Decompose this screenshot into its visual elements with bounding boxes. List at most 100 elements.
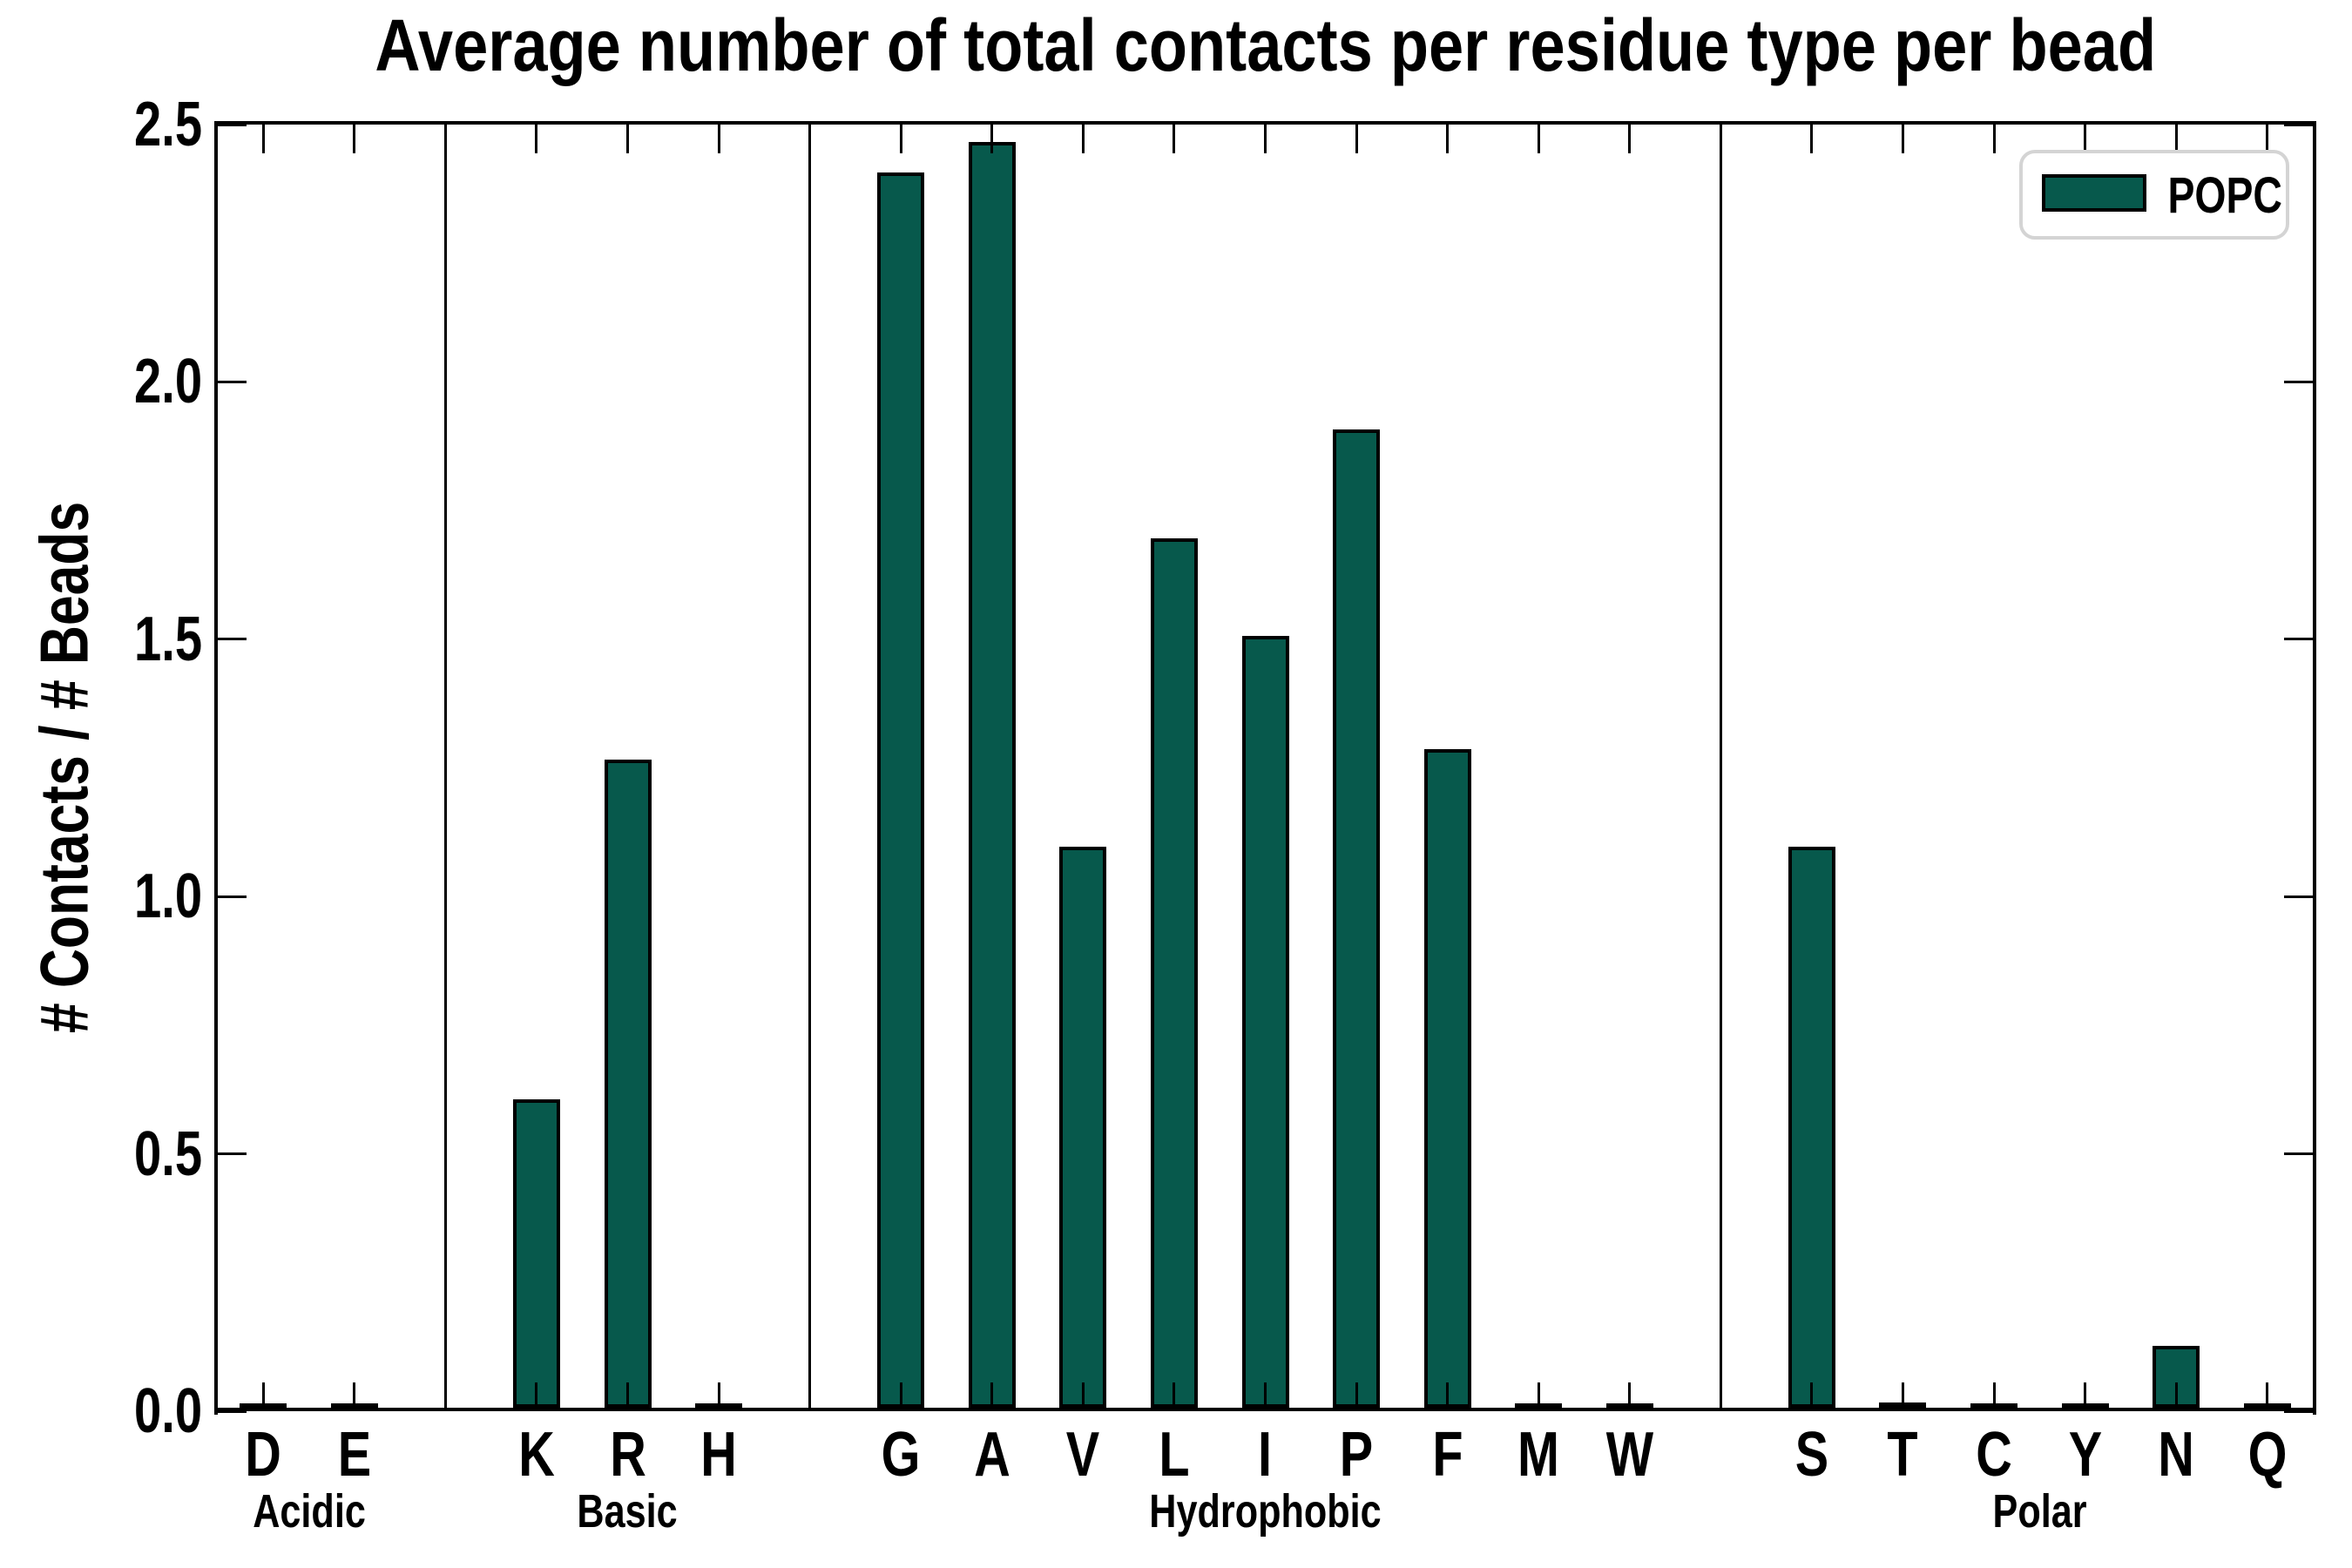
bar-V (1059, 847, 1107, 1408)
bar-K (512, 1098, 560, 1408)
x-tick-W (1628, 1382, 1632, 1411)
bar-I (1241, 635, 1289, 1408)
x-top-tick-W (1628, 125, 1632, 153)
x-label-text-S: S (1794, 1420, 1829, 1490)
group-separator-line (808, 125, 812, 1408)
y-label-text-0.5: 0.5 (133, 1119, 202, 1189)
y-axis-title: # Contacts / # Beads (25, 501, 103, 1034)
bar-L (1150, 537, 1198, 1408)
x-tick-S (1810, 1382, 1814, 1411)
x-label-text-N: N (2158, 1420, 2194, 1490)
x-top-tick-I (1264, 125, 1267, 153)
x-label-Q: Q (2198, 1423, 2337, 1486)
x-tick-A (990, 1382, 994, 1411)
x-label-text-K: K (518, 1420, 555, 1490)
x-label-I: I (1196, 1423, 1335, 1486)
x-top-tick-L (1173, 125, 1176, 153)
legend-label-text: POPC (2167, 167, 2282, 224)
x-top-tick-M (1537, 125, 1540, 153)
y-label-1.5: 1.5 (37, 608, 202, 671)
axis-spine-right (2313, 121, 2316, 1415)
x-label-text-R: R (609, 1420, 646, 1490)
x-label-V: V (1013, 1423, 1152, 1486)
x-top-tick-S (1810, 125, 1814, 153)
y-tick-2.5 (218, 123, 247, 126)
y-label-text-1.5: 1.5 (133, 604, 202, 674)
x-label-text-L: L (1159, 1420, 1190, 1490)
x-tick-I (1264, 1382, 1267, 1411)
x-tick-R (626, 1382, 630, 1411)
group-separator-line (443, 125, 447, 1408)
y-tick-2.0 (218, 380, 247, 383)
x-label-H: H (649, 1423, 788, 1486)
x-label-F: F (1378, 1423, 1517, 1486)
y-right-tick-0.0 (2284, 1409, 2313, 1413)
x-label-text-M: M (1517, 1420, 1560, 1490)
x-label-K: K (467, 1423, 606, 1486)
x-label-text-C: C (1976, 1420, 2012, 1490)
x-label-P: P (1287, 1423, 1426, 1486)
y-label-text-1.0: 1.0 (133, 862, 202, 932)
x-tick-P (1355, 1382, 1358, 1411)
y-label-1.0: 1.0 (37, 865, 202, 928)
x-label-L: L (1105, 1423, 1244, 1486)
x-label-M: M (1469, 1423, 1608, 1486)
legend-box: POPC (2019, 150, 2289, 240)
x-tick-C (1992, 1382, 1996, 1411)
y-right-tick-1.0 (2284, 895, 2313, 898)
x-label-text-A: A (973, 1420, 1010, 1490)
x-label-text-V: V (1066, 1420, 1100, 1490)
x-label-text-F: F (1432, 1420, 1463, 1490)
x-top-tick-D (261, 125, 265, 153)
bar-S (1788, 847, 1835, 1408)
y-tick-0.0 (218, 1409, 247, 1413)
group-label-text-Acidic: Acidic (252, 1485, 366, 1538)
x-label-text-P: P (1339, 1420, 1374, 1490)
bar-G (877, 172, 925, 1408)
group-label-Polar: Polar (1856, 1488, 2222, 1535)
x-top-tick-E (353, 125, 356, 153)
x-top-tick-Q (2266, 125, 2269, 153)
y-label-2.5: 2.5 (37, 93, 202, 156)
chart-title-text: Average number of total contacts per res… (375, 4, 2156, 86)
x-top-tick-A (990, 125, 994, 153)
x-top-tick-K (535, 125, 538, 153)
x-label-text-H: H (700, 1420, 737, 1490)
x-label-text-Q: Q (2247, 1420, 2288, 1490)
x-tick-M (1537, 1382, 1540, 1411)
y-label-2.0: 2.0 (37, 350, 202, 413)
x-tick-H (717, 1382, 720, 1411)
y-tick-0.5 (218, 1152, 247, 1156)
group-label-text-Basic: Basic (577, 1485, 679, 1538)
x-tick-E (353, 1382, 356, 1411)
x-label-D: D (193, 1423, 333, 1486)
x-label-N: N (2106, 1423, 2246, 1486)
x-label-Y: Y (2016, 1423, 2155, 1486)
x-label-text-G: G (881, 1420, 921, 1490)
y-right-tick-2.0 (2284, 380, 2313, 383)
y-right-tick-1.5 (2284, 638, 2313, 641)
group-label-Basic: Basic (445, 1488, 811, 1535)
chart-title: Average number of total contacts per res… (218, 5, 2313, 85)
y-right-tick-2.5 (2284, 123, 2313, 126)
group-label-Acidic: Acidic (126, 1488, 492, 1535)
bar-R (604, 759, 652, 1408)
x-top-tick-V (1081, 125, 1085, 153)
x-tick-T (1901, 1382, 1904, 1411)
x-label-S: S (1742, 1423, 1882, 1486)
group-separator-line (1719, 125, 1722, 1408)
x-tick-G (899, 1382, 902, 1411)
y-label-0.0: 0.0 (37, 1380, 202, 1443)
x-tick-Y (2084, 1382, 2087, 1411)
group-label-Hydrophobic: Hydrophobic (1083, 1488, 1449, 1535)
legend-swatch (2042, 174, 2146, 212)
y-right-tick-0.5 (2284, 1152, 2313, 1156)
y-label-text-0.0: 0.0 (133, 1376, 202, 1446)
x-label-A: A (923, 1423, 1062, 1486)
x-tick-D (261, 1382, 265, 1411)
y-label-text-2.0: 2.0 (133, 347, 202, 417)
x-top-tick-N (2174, 125, 2178, 153)
x-label-text-E: E (337, 1420, 372, 1490)
x-label-text-D: D (245, 1420, 282, 1490)
